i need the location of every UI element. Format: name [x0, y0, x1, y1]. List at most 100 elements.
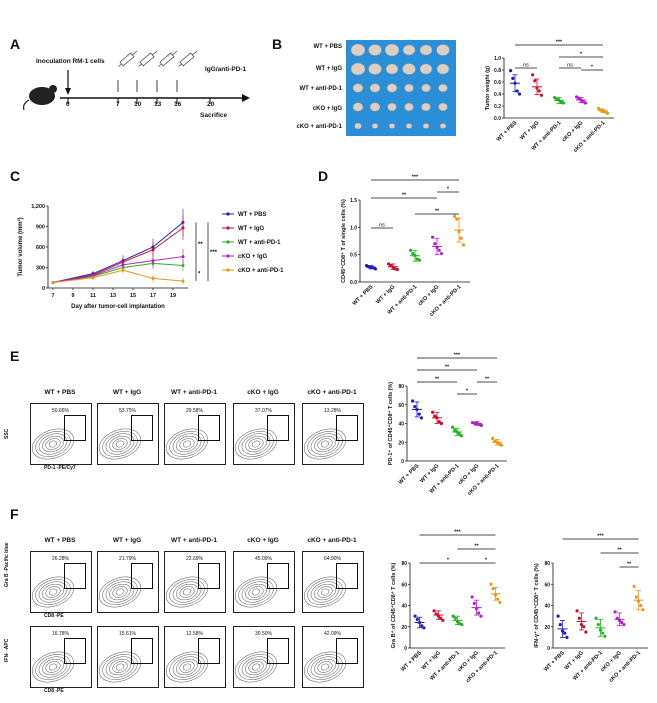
contour-line	[165, 651, 209, 683]
syringe-barrel	[119, 52, 135, 67]
contour-line	[238, 654, 274, 680]
contour-line	[98, 651, 142, 683]
data-point	[511, 76, 515, 80]
gate-box	[267, 415, 289, 441]
flow-title: cKO + anti-PD-1	[307, 389, 357, 396]
data-point	[121, 263, 125, 267]
y-tick-label: 0.0	[494, 116, 501, 122]
y-tick-label: 0	[42, 286, 45, 292]
panel-letter-e: E	[10, 348, 20, 364]
tumor-sample	[438, 102, 448, 112]
contour-line	[182, 588, 192, 596]
photo-row-label: WT + PBS	[313, 44, 342, 50]
contour-line	[241, 656, 271, 678]
contour-line	[105, 656, 135, 678]
flow-plot	[97, 551, 159, 613]
data-point	[601, 631, 605, 635]
data-point	[639, 603, 643, 608]
gate-box	[64, 638, 86, 664]
flow-contours	[165, 428, 209, 460]
significance-label: **	[198, 242, 203, 248]
contour-line	[48, 663, 58, 671]
data-point	[459, 434, 463, 438]
syringe-plunger	[158, 63, 162, 67]
flow-plot	[302, 551, 364, 613]
data-point	[181, 279, 185, 283]
gate-percentage: 53.75%	[119, 408, 136, 414]
tumor-sample	[422, 123, 430, 129]
y-tick-label: 600	[36, 245, 45, 251]
legend-marker	[226, 212, 230, 216]
data-point	[479, 614, 483, 618]
gate-box	[336, 638, 358, 664]
data-point	[395, 267, 399, 272]
flow-title: WT + IgG	[112, 537, 142, 544]
gate-box	[198, 563, 220, 589]
x-axis-label: Day after tumor-cell implantation	[71, 304, 165, 310]
flow-x-label: PD-1 -PE/Cy7	[44, 465, 76, 471]
y-tick-label: 0	[404, 646, 407, 652]
syringe-icon	[178, 50, 198, 67]
tumor-sample	[436, 44, 450, 56]
y-tick-label: 0	[401, 459, 404, 465]
contour-line	[251, 440, 261, 448]
significance-label: *	[580, 52, 583, 58]
legend-marker	[226, 254, 230, 258]
data-point	[603, 634, 607, 638]
tumor-photo	[346, 40, 456, 136]
x-tick-label: 17	[150, 293, 156, 299]
mouse-icon	[22, 85, 57, 111]
x-tick-label: 9	[71, 293, 74, 299]
y-axis-label: Tumor weight (g)	[485, 66, 491, 110]
day-20: 20	[207, 101, 215, 108]
data-point	[472, 601, 476, 605]
flow-title: cKO + IgG	[247, 389, 279, 396]
y-tick-label: 1,200	[31, 204, 45, 210]
contour-line	[238, 431, 274, 457]
syringe-barrel	[139, 52, 155, 67]
y-tick-label: 1.0	[494, 56, 501, 62]
significance-label: **	[617, 548, 622, 554]
data-point	[537, 89, 541, 93]
tumor-sample	[439, 123, 447, 129]
ifng-chart: 0 20 40 60 80 IFN-γ⁺ of CD45⁺CD8⁺ T cells (%)…	[533, 534, 648, 684]
flow-contours	[165, 576, 209, 608]
tumor-sample	[369, 83, 381, 93]
legend-marker	[226, 268, 230, 272]
flow-plot	[30, 551, 92, 613]
gate-percentage: 16.78%	[52, 631, 69, 637]
tumor-sample	[371, 123, 379, 129]
tumor-sample	[421, 83, 431, 93]
tumor-sample	[350, 43, 366, 57]
data-point	[151, 259, 155, 263]
data-point	[451, 425, 455, 429]
data-point	[539, 93, 543, 97]
flow-title: cKO + IgG	[247, 537, 279, 544]
contour-line	[179, 586, 195, 598]
contour-line	[42, 583, 64, 601]
day-13: 13	[154, 101, 162, 108]
contour-line	[102, 431, 138, 457]
contour-line	[115, 588, 125, 596]
contour-line	[248, 661, 264, 673]
data-point	[597, 106, 601, 110]
contour-line	[307, 431, 343, 457]
data-point	[582, 625, 586, 629]
contour-line	[303, 428, 347, 460]
gate-box	[336, 415, 358, 441]
gate-percentage: 29.58%	[186, 408, 203, 414]
gate-percentage: 42.09%	[324, 631, 341, 637]
photo-row-label: cKO + anti-PD-1	[296, 124, 342, 130]
data-point	[413, 614, 417, 618]
contour-line	[38, 656, 68, 678]
contour-line	[31, 428, 75, 460]
data-point	[431, 410, 435, 414]
y-tick-label: 20	[401, 625, 407, 631]
syringe-needle	[132, 50, 138, 56]
contour-line	[317, 438, 333, 450]
flow-contours	[234, 576, 278, 608]
flow-plot	[164, 551, 226, 613]
contour-line	[45, 438, 61, 450]
flow-title: WT + PBS	[44, 537, 76, 544]
